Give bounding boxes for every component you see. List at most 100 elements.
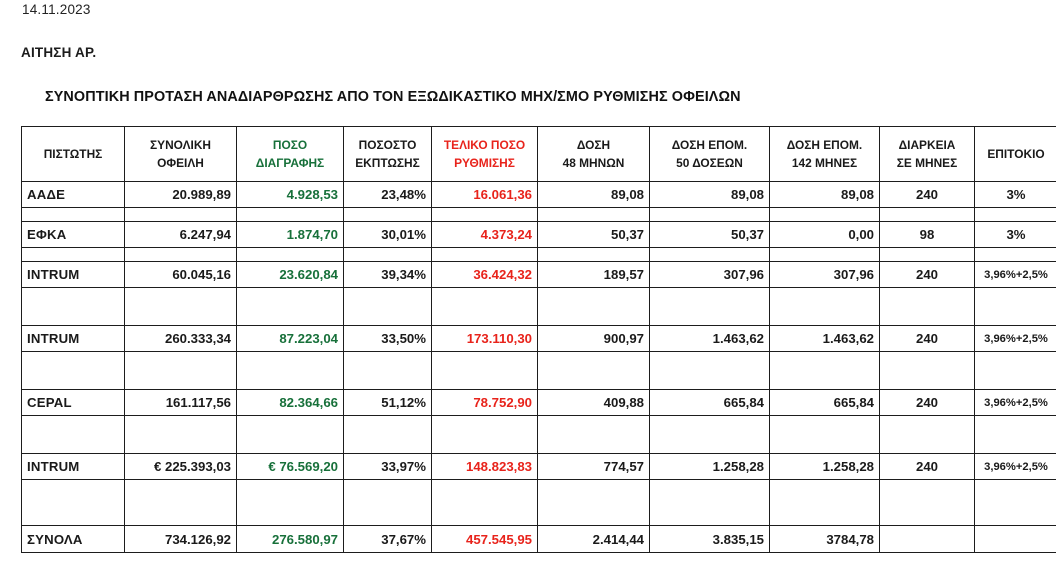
spacer-cell: [343, 479, 432, 526]
cell-totals-duration: [879, 525, 975, 553]
cell-discount-pct: 23,48%: [343, 181, 432, 208]
spacer-cell: [769, 415, 880, 454]
spacer-cell: [124, 351, 237, 390]
table-spacer-row: [21, 287, 1056, 326]
spacer-cell: [769, 479, 880, 526]
spacer-cell: [343, 287, 432, 326]
col-header-discount-pct-line2: ΕΚΠΤΩΣΗΣ: [355, 156, 420, 170]
cell-totals-final-amount: 457.545,95: [431, 525, 538, 553]
cell-totals-write-off: 276.580,97: [236, 525, 344, 553]
spacer-cell: [974, 415, 1056, 454]
spacer-cell: [649, 415, 770, 454]
cell-total-debt: 161.117,56: [124, 389, 237, 416]
cell-creditor: INTRUM: [21, 325, 125, 352]
cell-installment-48: 409,88: [537, 389, 650, 416]
spacer-cell: [649, 351, 770, 390]
cell-installment-48: 50,37: [537, 221, 650, 248]
cell-final-amount: 148.823,83: [431, 453, 538, 480]
col-header-write-off-line1: ΠΟΣΟ: [272, 137, 308, 152]
cell-duration: 240: [879, 453, 975, 480]
cell-discount-pct: 51,12%: [343, 389, 432, 416]
spacer-cell: [537, 207, 650, 222]
cell-totals-total-debt: 734.126,92: [124, 525, 237, 553]
page-title: ΣΥΝΟΠΤΙΚΗ ΠΡΟΤΑΣΗ ΑΝΑΔΙΑΡΘΡΩΣΗΣ ΑΠΟ ΤΟΝ …: [45, 89, 741, 105]
cell-total-debt: 6.247,94: [124, 221, 237, 248]
cell-totals-installment-next-50: 3.835,15: [649, 525, 770, 553]
cell-installment-48: 189,57: [537, 261, 650, 288]
spacer-cell: [236, 479, 344, 526]
table-totals-row: ΣΥΝΟΛΑ 734.126,92 276.580,97 37,67% 457.…: [21, 525, 1056, 553]
cell-final-amount: 4.373,24: [431, 221, 538, 248]
col-header-installment-48: ΔΟΣΗ 48 ΜΗΝΩΝ: [537, 126, 650, 182]
cell-write-off: 23.620,84: [236, 261, 344, 288]
cell-discount-pct: 33,97%: [343, 453, 432, 480]
cell-final-amount: 173.110,30: [431, 325, 538, 352]
spacer-cell: [649, 287, 770, 326]
col-header-final-amount-line1: ΤΕΛΙΚΟ ΠΟΣΟ: [443, 137, 526, 152]
spacer-cell: [236, 207, 344, 222]
spacer-cell: [21, 207, 125, 222]
spacer-cell: [431, 479, 538, 526]
col-header-final-amount-line2: ΡΥΘΜΙΣΗΣ: [454, 156, 515, 170]
cell-installment-48: 774,57: [537, 453, 650, 480]
cell-installment-next-50: 1.258,28: [649, 453, 770, 480]
col-header-installment-next-142-line1: ΔΟΣΗ ΕΠΟΜ.: [786, 137, 863, 152]
cell-interest-rate: 3,96%+2,5%: [974, 261, 1056, 288]
spacer-cell: [124, 207, 237, 222]
spacer-cell: [343, 207, 432, 222]
cell-duration: 98: [879, 221, 975, 248]
cell-duration: 240: [879, 389, 975, 416]
spacer-cell: [431, 351, 538, 390]
cell-write-off: 4.928,53: [236, 181, 344, 208]
cell-interest-rate: 3,96%+2,5%: [974, 453, 1056, 480]
col-header-discount-pct: ΠΟΣΟΣΤΟ ΕΚΠΤΩΣΗΣ: [343, 126, 432, 182]
cell-write-off: € 76.569,20: [236, 453, 344, 480]
cell-creditor: INTRUM: [21, 261, 125, 288]
spacer-cell: [431, 415, 538, 454]
application-number-label: ΑΙΤΗΣΗ ΑΡ.: [21, 45, 97, 60]
cell-installment-next-50: 307,96: [649, 261, 770, 288]
cell-installment-next-142: 665,84: [769, 389, 880, 416]
col-header-installment-next-50: ΔΟΣΗ ΕΠΟΜ. 50 ΔΟΣΕΩΝ: [649, 126, 770, 182]
spacer-cell: [879, 287, 975, 326]
spacer-cell: [236, 287, 344, 326]
cell-duration: 240: [879, 325, 975, 352]
col-header-creditor: ΠΙΣΤΩΤΗΣ: [21, 126, 125, 182]
spacer-cell: [769, 351, 880, 390]
spacer-cell: [649, 247, 770, 262]
spacer-cell: [974, 479, 1056, 526]
col-header-duration: ΔΙΑΡΚΕΙΑ ΣΕ ΜΗΝΕΣ: [879, 126, 975, 182]
spacer-cell: [879, 415, 975, 454]
col-header-installment-next-142-line2: 142 ΜΗΝΕΣ: [791, 156, 858, 170]
spacer-cell: [124, 247, 237, 262]
col-header-total-debt-line2: ΟΦΕΙΛΗ: [157, 156, 204, 170]
table-row: CEPAL 161.117,56 82.364,66 51,12% 78.752…: [21, 389, 1056, 416]
spacer-cell: [124, 415, 237, 454]
col-header-duration-line2: ΣΕ ΜΗΝΕΣ: [896, 156, 958, 170]
col-header-interest-rate-line1: ΕΠΙΤΟΚΙΟ: [987, 146, 1045, 161]
cell-creditor: INTRUM: [21, 453, 125, 480]
cell-total-debt: € 225.393,03: [124, 453, 237, 480]
spacer-cell: [649, 479, 770, 526]
cell-write-off: 1.874,70: [236, 221, 344, 248]
spacer-cell: [343, 415, 432, 454]
spacer-cell: [431, 247, 538, 262]
cell-installment-next-50: 50,37: [649, 221, 770, 248]
spacer-cell: [974, 207, 1056, 222]
table-row: INTRUM € 225.393,03 € 76.569,20 33,97% 1…: [21, 453, 1056, 480]
table-spacer-row: [21, 415, 1056, 454]
spacer-cell: [236, 247, 344, 262]
spacer-cell: [537, 247, 650, 262]
spacer-cell: [124, 287, 237, 326]
table-spacer-row: [21, 479, 1056, 526]
cell-totals-label: ΣΥΝΟΛΑ: [21, 525, 125, 553]
col-header-installment-next-50-line2: 50 ΔΟΣΕΩΝ: [676, 156, 743, 170]
spacer-cell: [769, 287, 880, 326]
cell-total-debt: 60.045,16: [124, 261, 237, 288]
table-header-row: ΠΙΣΤΩΤΗΣ ΣΥΝΟΛΙΚΗ ΟΦΕΙΛΗ ΠΟΣΟ ΔΙΑΓΡΑΦΗΣ …: [21, 126, 1056, 182]
spacer-cell: [21, 351, 125, 390]
spacer-cell: [974, 287, 1056, 326]
spacer-cell: [769, 247, 880, 262]
table-row: ΑΑΔΕ 20.989,89 4.928,53 23,48% 16.061,36…: [21, 181, 1056, 208]
col-header-duration-line1: ΔΙΑΡΚΕΙΑ: [898, 137, 956, 152]
